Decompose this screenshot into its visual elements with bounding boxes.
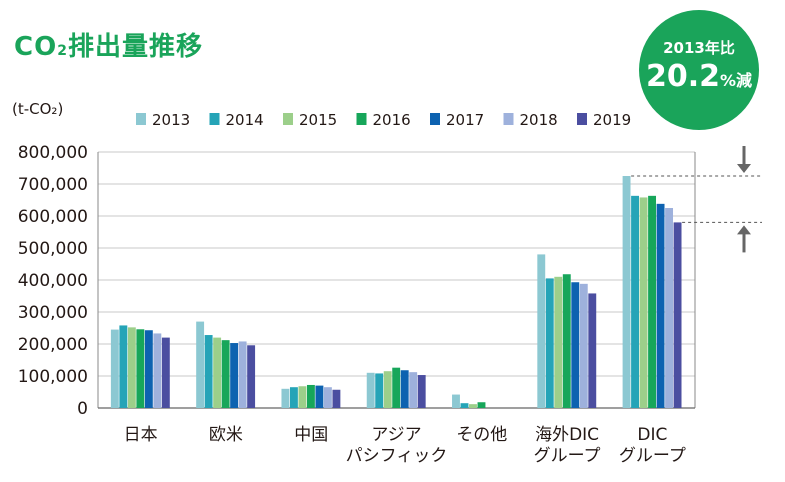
bar	[639, 197, 648, 408]
bar	[469, 404, 477, 408]
legend-label: 2013	[152, 111, 190, 129]
bar	[545, 278, 554, 408]
chart-title: CO2排出量推移	[14, 26, 203, 63]
bar	[110, 329, 119, 408]
badge-value: 20.2	[645, 59, 720, 94]
bar	[571, 282, 580, 408]
bar	[221, 340, 230, 408]
bar	[588, 293, 597, 408]
bar	[631, 195, 640, 408]
y-tick-label: 500,000	[18, 239, 88, 259]
bar	[204, 335, 213, 408]
bar	[332, 389, 341, 408]
y-tick-label: 600,000	[18, 207, 88, 227]
legend-label: 2019	[593, 111, 631, 129]
bar	[673, 222, 682, 408]
bar	[392, 367, 401, 408]
y-tick-label: 400,000	[18, 271, 88, 291]
x-tick-label: 欧米	[209, 425, 243, 445]
bar	[323, 387, 332, 408]
bar	[230, 343, 239, 408]
x-tick-label: その他	[456, 425, 507, 445]
y-tick-label: 200,000	[18, 335, 88, 355]
badge-unit: %減	[719, 71, 753, 90]
badge-caption: 2013年比	[663, 39, 735, 57]
legend-label: 2014	[226, 111, 264, 129]
y-tick-label: 700,000	[18, 175, 88, 195]
bar	[409, 372, 418, 408]
bar	[238, 341, 247, 408]
bar	[554, 276, 563, 408]
y-tick-label: 800,000	[18, 143, 88, 163]
bar	[315, 385, 324, 408]
bar	[537, 254, 546, 408]
badge-value-line: 20.2%減	[639, 59, 759, 94]
bar	[375, 373, 384, 408]
y-tick-label: 0	[77, 399, 88, 419]
x-tick-label: 海外DIC	[535, 425, 599, 445]
bar	[460, 403, 469, 408]
y-axis-label: (t-CO₂)	[12, 100, 63, 118]
bar	[281, 388, 290, 408]
bar	[665, 208, 674, 408]
down-arrow-icon	[737, 164, 751, 173]
bar	[298, 386, 307, 408]
bar	[119, 325, 128, 408]
bar	[153, 333, 162, 408]
bar	[306, 384, 315, 408]
legend-swatch	[136, 113, 146, 125]
bar	[579, 283, 588, 408]
legend-label: 2016	[373, 111, 411, 129]
x-tick-label: アジア	[371, 425, 421, 445]
bar	[400, 370, 409, 408]
up-arrow-icon	[737, 225, 751, 235]
x-tick-label: グループ	[619, 446, 686, 466]
bar	[289, 387, 298, 408]
bar	[452, 394, 460, 408]
bar	[383, 371, 392, 408]
y-tick-label: 300,000	[18, 303, 88, 323]
reduction-badge: 2013年比 20.2%減	[639, 10, 759, 130]
title-rest: 排出量推移	[67, 32, 203, 62]
title-co: CO	[14, 32, 58, 62]
x-tick-label: DIC	[637, 425, 667, 445]
bar	[144, 330, 153, 408]
bar	[477, 402, 486, 408]
legend-swatch	[209, 113, 220, 125]
legend-swatch	[283, 113, 293, 125]
bar	[196, 321, 205, 408]
y-tick-label: 100,000	[18, 367, 88, 387]
legend-swatch	[577, 113, 587, 125]
x-tick-label: 日本	[124, 425, 158, 445]
bar	[562, 274, 571, 408]
bar	[213, 337, 222, 408]
legend-label: 2017	[446, 111, 484, 129]
legend-swatch	[430, 113, 440, 125]
bar	[366, 372, 375, 408]
legend-swatch	[503, 113, 514, 125]
bar	[622, 176, 631, 408]
title-subscript: 2	[57, 43, 68, 59]
legend-label: 2015	[299, 111, 337, 129]
legend-label: 2018	[520, 111, 558, 129]
bar	[648, 195, 657, 408]
x-tick-label: グループ	[534, 446, 601, 466]
x-tick-label: パシフィック	[346, 446, 448, 466]
bar	[656, 203, 665, 408]
x-tick-label: 中国	[294, 425, 328, 445]
bar	[127, 327, 136, 408]
bar	[247, 345, 256, 408]
bar	[136, 329, 145, 408]
legend-swatch	[356, 113, 367, 125]
bar	[161, 337, 170, 408]
bar	[417, 375, 426, 408]
